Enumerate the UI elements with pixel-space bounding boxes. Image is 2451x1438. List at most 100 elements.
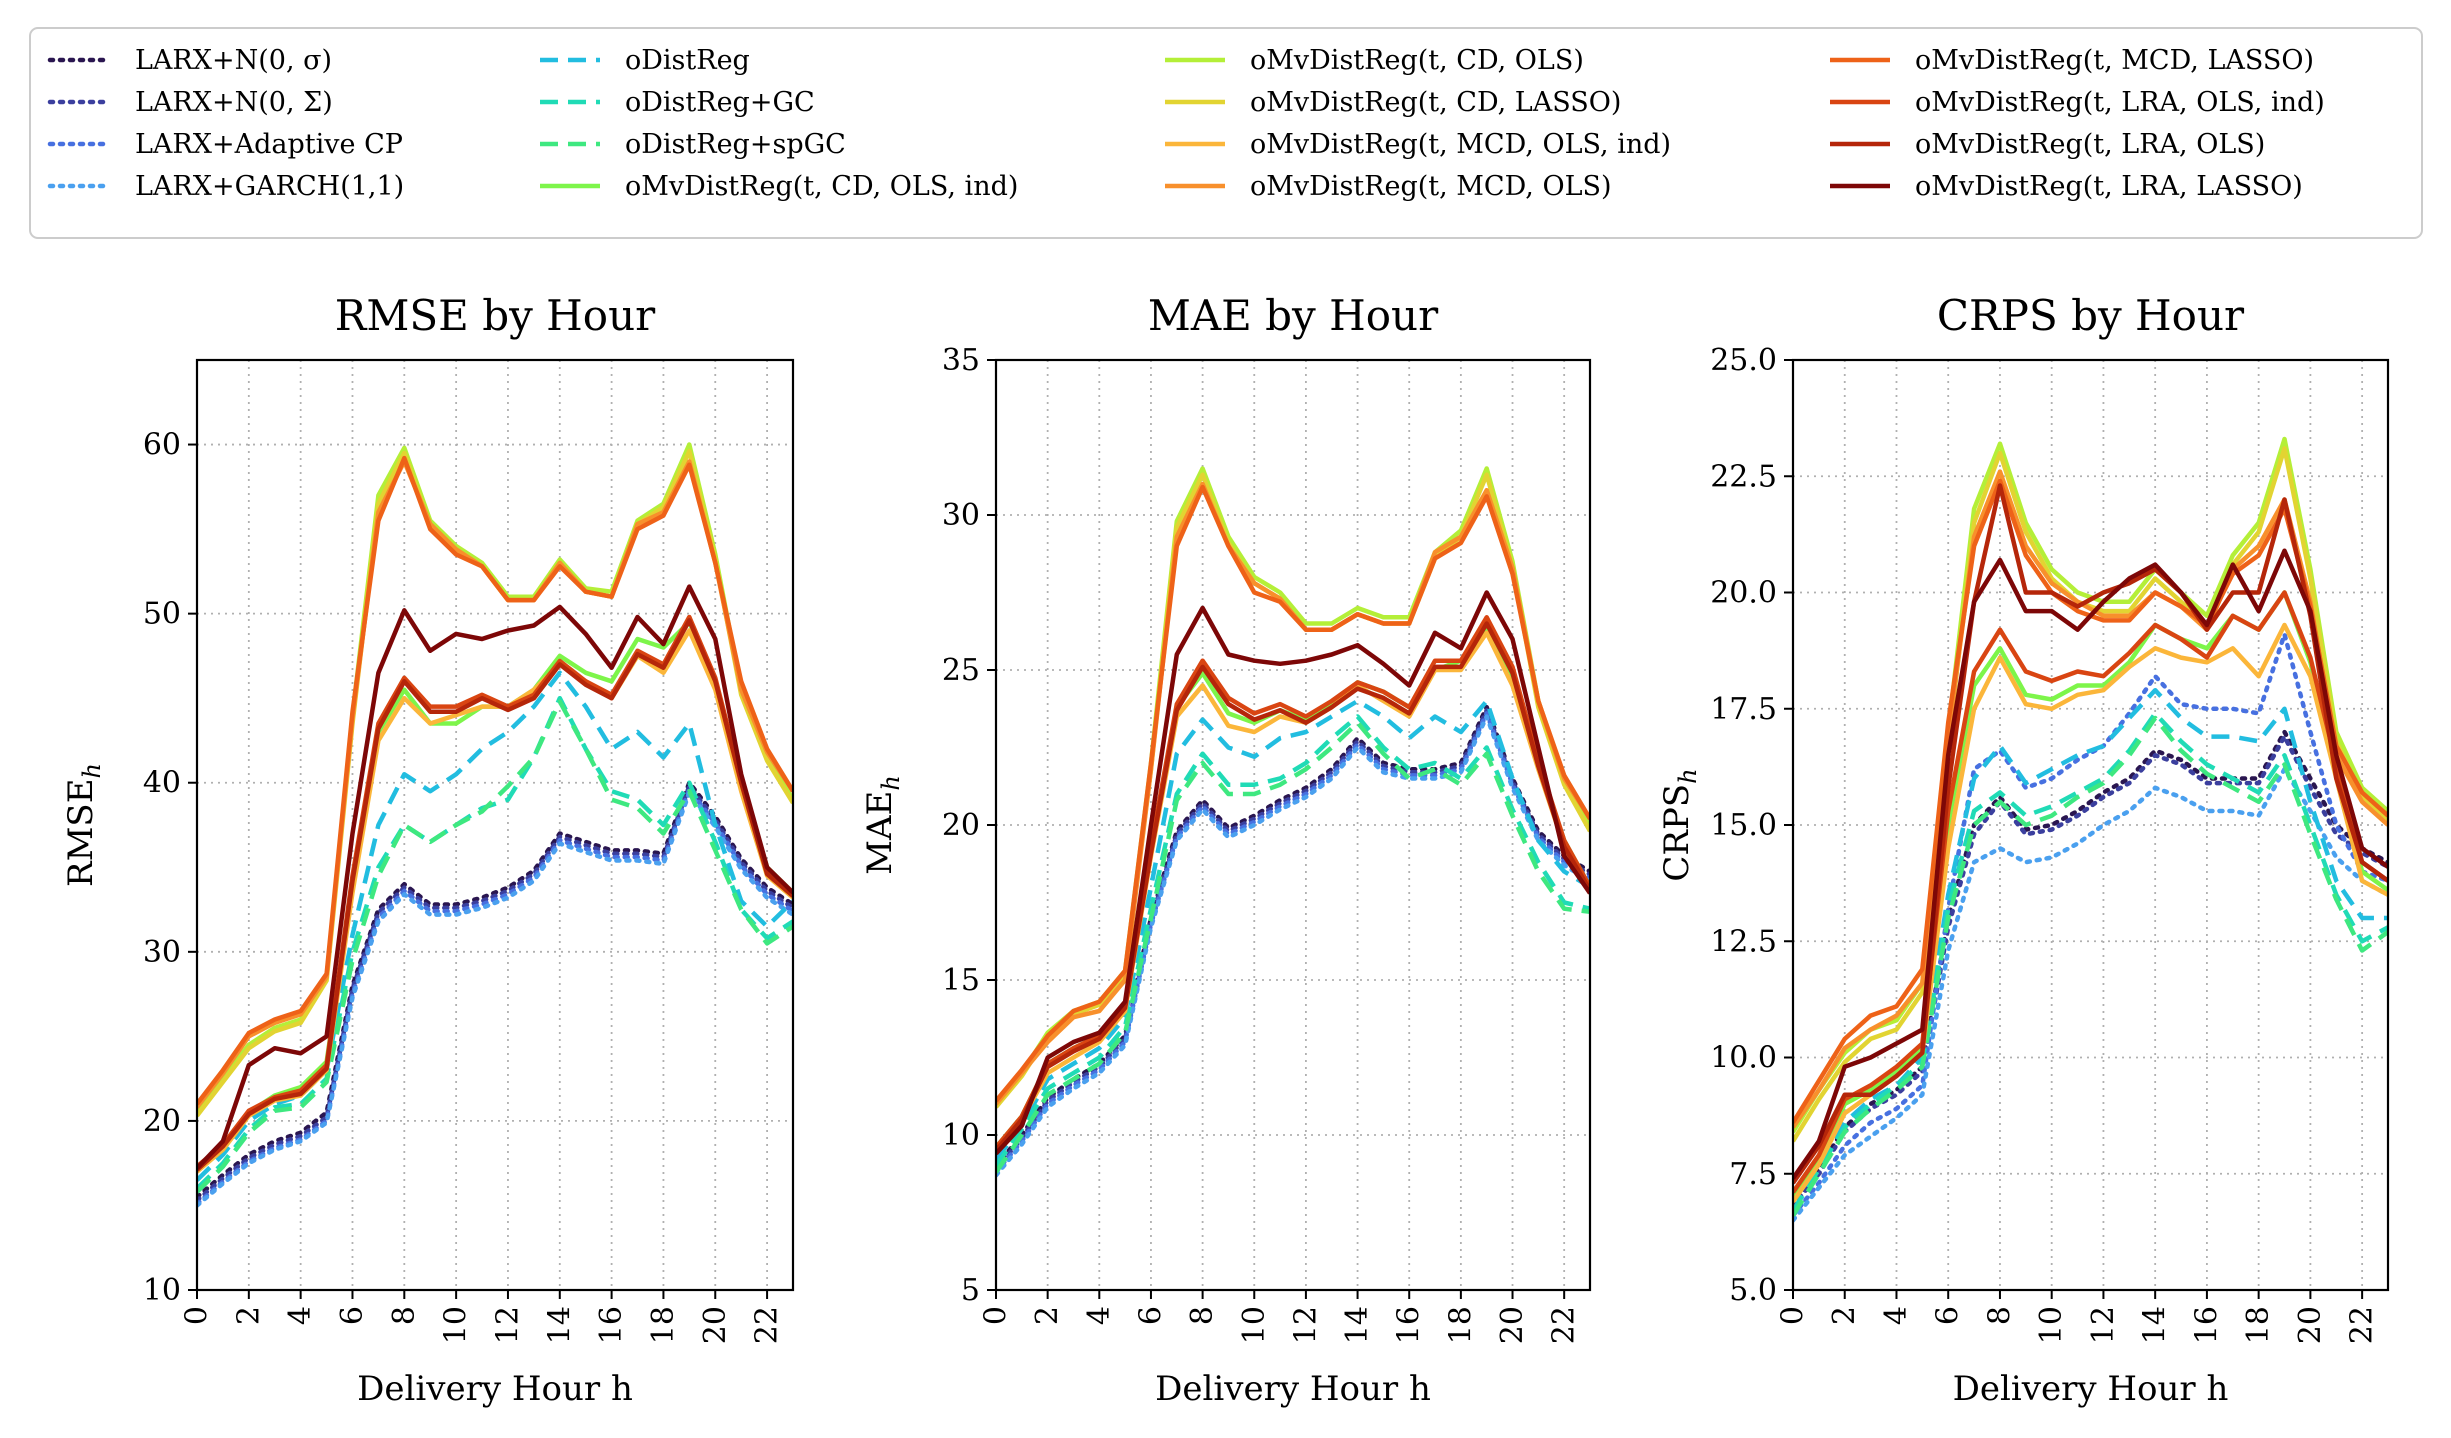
x-tick-label: 22 [1547,1306,1582,1344]
x-tick-label: 2 [1827,1306,1862,1325]
legend-entry: oDistReg+spGC [540,129,846,160]
x-tick-label: 0 [1776,1306,1811,1325]
legend-label: oMvDistReg(t, LRA, OLS) [1915,129,2265,160]
x-tick-label: 8 [387,1306,422,1325]
x-tick-label: 4 [1879,1306,1914,1325]
y-tick-label: 22.5 [1710,459,1777,494]
y-tick-label: 17.5 [1710,692,1777,727]
legend-label: oMvDistReg(t, LRA, LASSO) [1915,171,2303,202]
series-line-odistreg-gc [996,714,1590,1168]
y-tick-label: 20 [143,1104,181,1139]
grid [1793,360,2388,1290]
series-line-omvdistreg-t-mcd-lasso [996,484,1590,1103]
series-line-odistreg-spgc [1793,715,2388,1217]
series-group [996,466,1590,1178]
y-axis-label-main: CRPS [1657,784,1697,882]
y-axis-label: CRPSh [1657,768,1702,881]
y-tick-label: 10 [143,1273,181,1308]
legend-entry: oMvDistReg(t, CD, OLS) [1165,45,1584,76]
x-tick-label: 12 [490,1306,525,1344]
x-tick-label: 16 [594,1306,629,1344]
series-line-omvdistreg-t-mcd-lasso [197,455,793,1106]
series-line-odistreg-spgc [197,699,793,1194]
x-tick-label: 14 [542,1306,577,1344]
legend-label: oMvDistReg(t, MCD, LASSO) [1915,45,2314,76]
x-tick-label: 10 [2034,1306,2069,1344]
x-tick-label: 8 [1982,1306,2017,1325]
legend-entry: oMvDistReg(t, MCD, OLS, ind) [1165,129,1671,160]
chart-title: RMSE by Hour [335,291,656,340]
x-tick-label: 20 [2293,1306,2328,1344]
y-tick-label: 15.0 [1710,808,1777,843]
legend-label: oMvDistReg(t, MCD, OLS) [1250,171,1612,202]
legend-entry: oMvDistReg(t, MCD, LASSO) [1830,45,2314,76]
legend-entry: oMvDistReg(t, CD, LASSO) [1165,87,1621,118]
legend-frame [29,27,2423,239]
x-tick-label: 18 [2241,1306,2276,1344]
series-line-larx-n-0 [197,780,793,1200]
chart-title: CRPS by Hour [1937,291,2245,340]
y-axis-label-main: RMSE [61,778,101,887]
legend-label: oMvDistReg(t, CD, OLS, ind) [625,171,1018,202]
x-tick-label: 10 [1237,1306,1272,1344]
series-group [1793,436,2388,1223]
legend: LARX+N(0, σ) LARX+N(0, Σ) LARX+Adaptive CP… [29,27,2423,239]
y-tick-label: 15 [942,963,980,998]
series-line-odistreg [197,670,793,1182]
x-tick-label: 2 [231,1306,266,1325]
y-tick-label: 50 [143,597,181,632]
legend-label: oMvDistReg(t, LRA, OLS, ind) [1915,87,2325,118]
legend-entry: oDistReg+GC [540,87,815,118]
y-tick-label: 35 [942,343,980,378]
series-line-larx-n-0 [1793,734,2388,1209]
x-tick-label: 18 [646,1306,681,1344]
plot-frame [195,358,795,1292]
y-tick-label: 30 [143,935,181,970]
series-line-omvdistreg-t-lra-ols [197,618,793,1172]
x-tick-label: 22 [2345,1306,2380,1344]
legend-entry: LARX+Adaptive CP [47,129,403,160]
grid [996,360,1590,1290]
series-line-larx-garch-1-1 [1793,766,2388,1223]
chart-title: MAE by Hour [1148,291,1439,340]
y-axis-label-main: MAE [860,791,900,875]
x-tick-label: 12 [1288,1306,1323,1344]
y-axis-label-subscript: h [1674,768,1702,783]
series-group [197,442,793,1208]
legend-label: oMvDistReg(t, CD, OLS) [1250,45,1584,76]
series-line-omvdistreg-t-lra-ols [1793,483,2388,1185]
chart-mae-by-hour: 0 2 4 6 8 10 12 14 16 18 20 22 5 10 15 20 25 30 35 MAE by H… [860,291,1592,1409]
x-tick-label: 8 [1185,1306,1220,1325]
x-tick-label: 14 [2138,1306,2173,1344]
series-line-odistreg-gc [197,695,793,1191]
y-axis-label-subscript: h [78,763,106,778]
legend-label: oDistReg+GC [625,87,815,118]
x-tick-label: 6 [335,1306,370,1325]
y-tick-label: 40 [143,766,181,801]
y-tick-label: 25.0 [1710,343,1777,378]
legend-entry: oMvDistReg(t, LRA, OLS, ind) [1830,87,2325,118]
x-tick-label: 0 [180,1306,215,1325]
series-line-odistreg-gc [1793,711,2388,1213]
x-tick-label: 18 [1443,1306,1478,1344]
legend-label: LARX+N(0, σ) [135,45,332,76]
y-tick-label: 25 [942,653,980,688]
chart-crps-by-hour: 0 2 4 6 8 10 12 14 16 18 20 22 5.0 7.5 10.0 12.5 15.0 17.… [1657,291,2390,1409]
legend-label: LARX+N(0, Σ) [135,87,333,118]
y-axis-label: MAEh [860,775,905,875]
legend-entry: oMvDistReg(t, LRA, OLS) [1830,129,2265,160]
legend-label: LARX+Adaptive CP [135,129,403,160]
x-tick-label: 20 [698,1306,733,1344]
x-tick-label: 6 [1931,1306,1966,1325]
y-tick-label: 20.0 [1710,576,1777,611]
y-tick-label: 7.5 [1729,1157,1777,1192]
legend-entry: oMvDistReg(t, LRA, LASSO) [1830,171,2303,202]
x-axis-label: Delivery Hour h [1953,1369,2229,1409]
legend-label: oDistReg+spGC [625,129,846,160]
series-line-odistreg-spgc [996,720,1590,1174]
series-line-odistreg [996,698,1590,1162]
series-line-omvdistreg-t-mcd-ols-ind [1793,622,2388,1203]
y-tick-label: 60 [143,428,181,463]
